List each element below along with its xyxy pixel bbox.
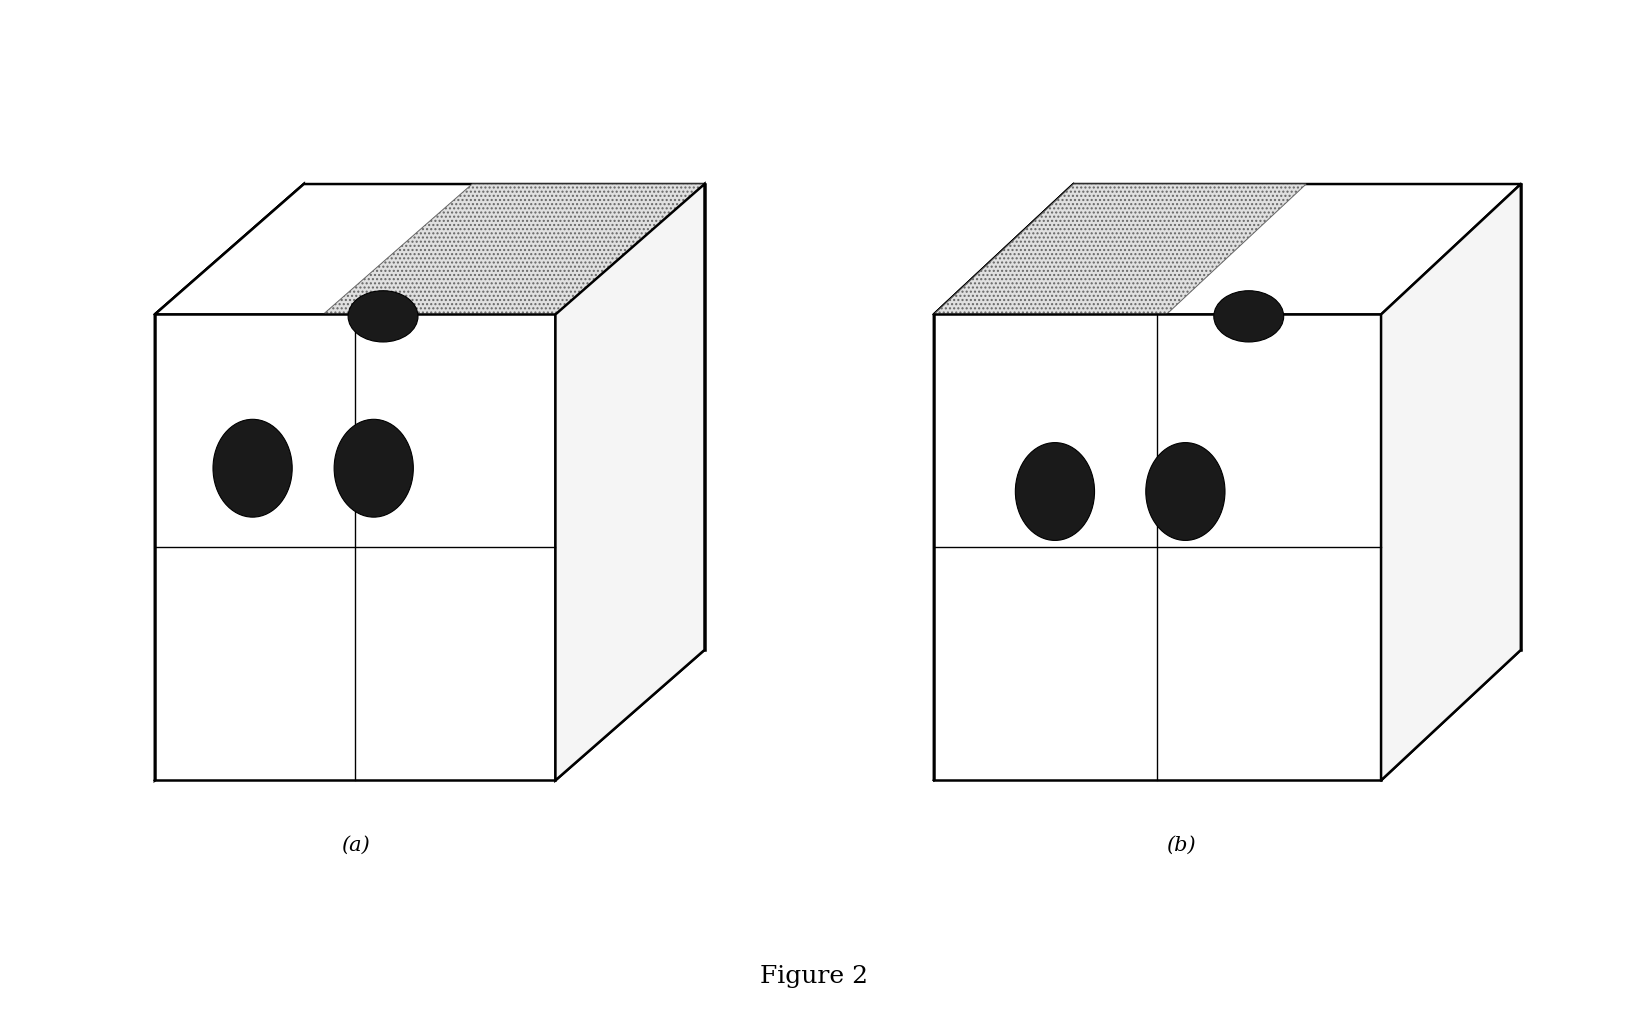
Polygon shape <box>555 184 704 780</box>
Polygon shape <box>933 184 1306 315</box>
Polygon shape <box>155 184 704 315</box>
Ellipse shape <box>1145 443 1225 541</box>
Ellipse shape <box>1015 443 1095 541</box>
Polygon shape <box>933 315 1381 780</box>
Polygon shape <box>155 315 555 780</box>
Text: (b): (b) <box>1166 836 1196 855</box>
Polygon shape <box>323 184 704 315</box>
Polygon shape <box>305 184 704 650</box>
Ellipse shape <box>213 419 292 517</box>
Text: Figure 2: Figure 2 <box>761 965 868 988</box>
Polygon shape <box>933 184 1074 780</box>
Ellipse shape <box>349 291 419 342</box>
Polygon shape <box>1074 184 1521 650</box>
Polygon shape <box>933 184 1521 315</box>
Polygon shape <box>1381 184 1521 780</box>
Ellipse shape <box>334 419 414 517</box>
Ellipse shape <box>1214 291 1284 342</box>
Text: (a): (a) <box>340 836 370 855</box>
Polygon shape <box>155 184 305 780</box>
